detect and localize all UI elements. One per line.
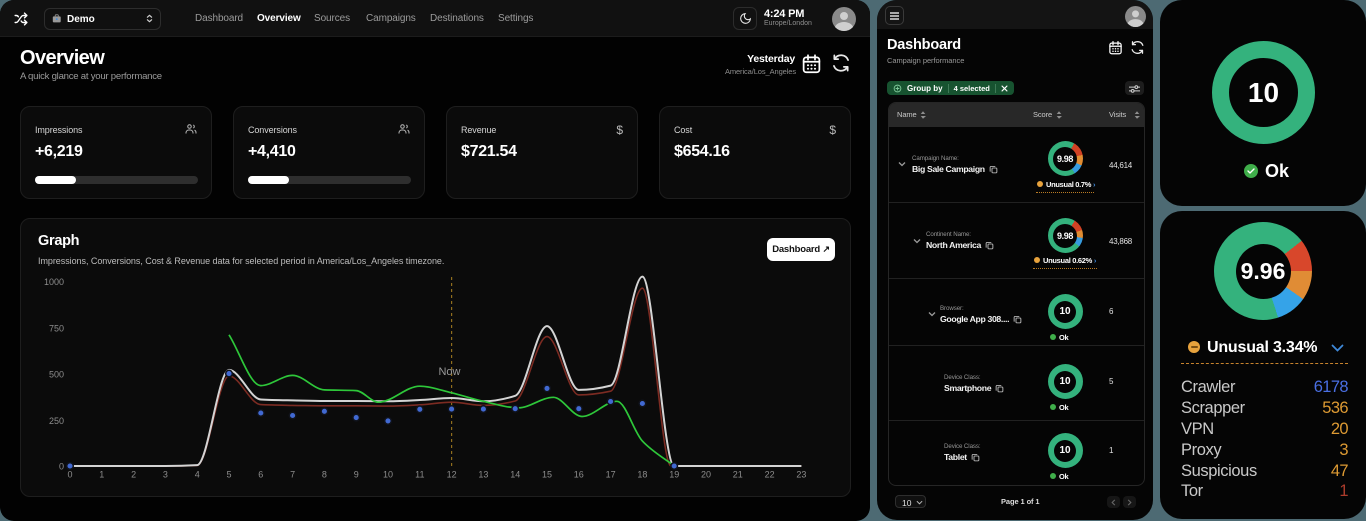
svg-text:12: 12 <box>447 470 457 480</box>
svg-text:750: 750 <box>49 323 64 333</box>
svg-text:1: 1 <box>99 470 104 480</box>
svg-text:3: 3 <box>163 470 168 480</box>
svg-text:13: 13 <box>478 470 488 480</box>
svg-text:0: 0 <box>59 462 64 472</box>
svg-text:500: 500 <box>49 370 64 380</box>
svg-text:16: 16 <box>574 470 584 480</box>
svg-text:23: 23 <box>796 470 806 480</box>
svg-text:7: 7 <box>290 470 295 480</box>
svg-text:14: 14 <box>510 470 520 480</box>
svg-text:20: 20 <box>701 470 711 480</box>
svg-text:8: 8 <box>322 470 327 480</box>
svg-text:250: 250 <box>49 416 64 426</box>
svg-text:Now: Now <box>438 366 460 378</box>
svg-text:6: 6 <box>258 470 263 480</box>
svg-text:22: 22 <box>765 470 775 480</box>
svg-text:17: 17 <box>606 470 616 480</box>
svg-text:10: 10 <box>383 470 393 480</box>
svg-text:9: 9 <box>354 470 359 480</box>
svg-text:2: 2 <box>131 470 136 480</box>
svg-text:15: 15 <box>542 470 552 480</box>
svg-text:1000: 1000 <box>44 277 64 287</box>
svg-text:0: 0 <box>67 470 72 480</box>
svg-text:5: 5 <box>226 470 231 480</box>
svg-text:4: 4 <box>195 470 200 480</box>
svg-text:19: 19 <box>669 470 679 480</box>
svg-text:18: 18 <box>637 470 647 480</box>
svg-text:21: 21 <box>733 470 743 480</box>
svg-text:11: 11 <box>415 470 424 480</box>
